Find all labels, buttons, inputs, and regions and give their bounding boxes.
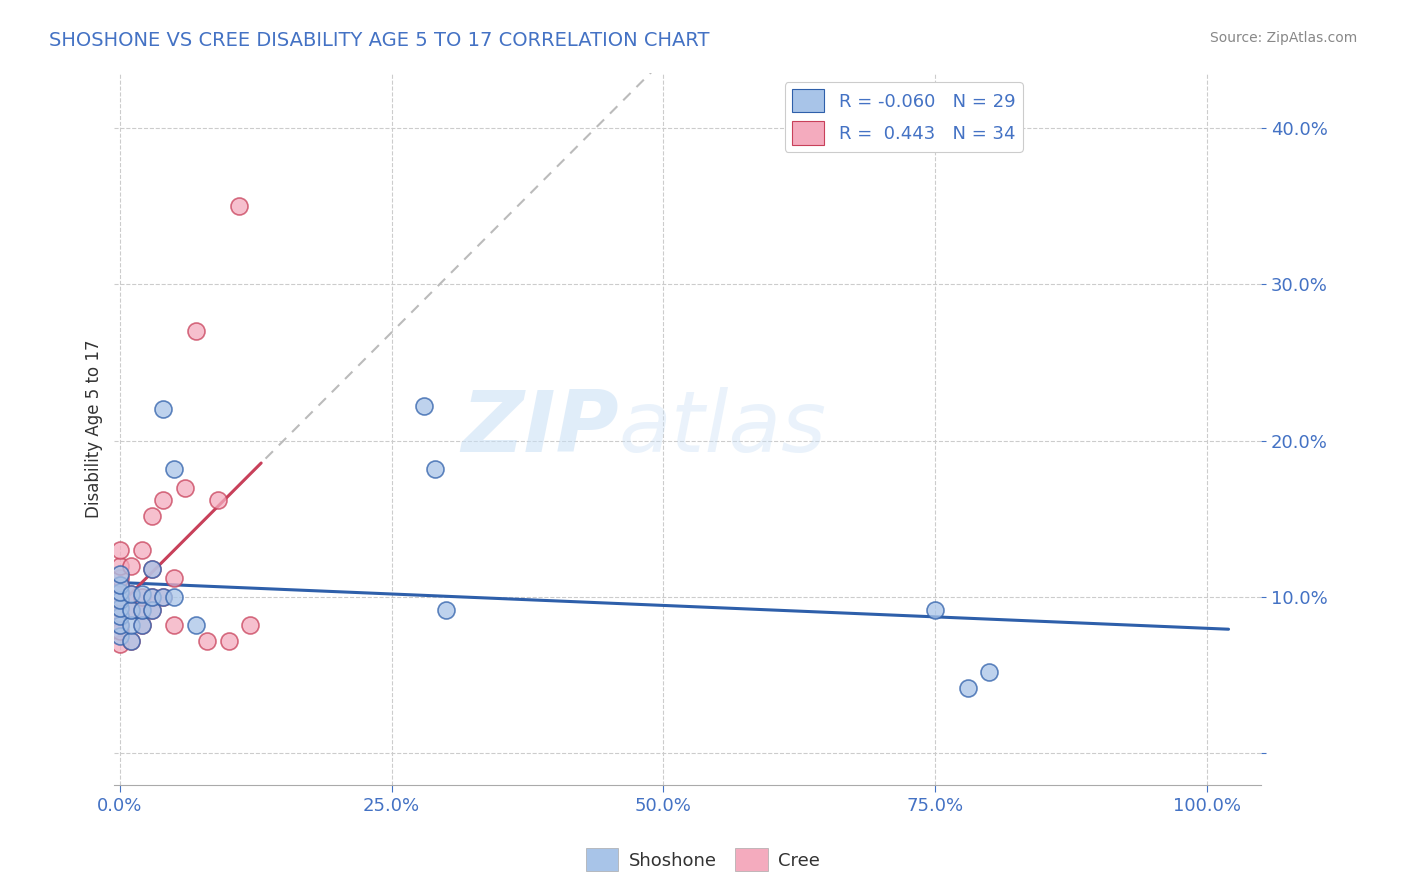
Point [141,508,163,523]
Point [108,558,131,573]
Point [120,602,142,616]
Point [131,618,153,632]
Point [218,633,240,648]
Point [979,665,1001,680]
Point [141,602,163,616]
Point [108,601,131,615]
Point [956,681,979,695]
Point [108,637,131,651]
Point [120,633,142,648]
Point [152,590,174,604]
Point [108,571,131,585]
Text: atlas: atlas [619,387,827,470]
Point [120,602,142,616]
Point [120,587,142,601]
Point [108,629,131,643]
Point [108,608,131,623]
Point [131,602,153,616]
Point [141,602,163,616]
Point [120,558,142,573]
Point [239,618,262,632]
Point [423,462,446,476]
Point [413,399,436,413]
Point [434,602,457,616]
Point [141,562,163,576]
Point [108,593,131,607]
Point [120,633,142,648]
Point [141,590,163,604]
Point [207,493,229,508]
Point [152,402,174,417]
Point [120,618,142,632]
Point [108,577,131,591]
Point [108,618,131,632]
Point [131,618,153,632]
Text: SHOSHONE VS CREE DISABILITY AGE 5 TO 17 CORRELATION CHART: SHOSHONE VS CREE DISABILITY AGE 5 TO 17 … [49,31,710,50]
Legend: Shoshone, Cree: Shoshone, Cree [578,841,828,879]
Text: Source: ZipAtlas.com: Source: ZipAtlas.com [1209,31,1357,45]
Point [184,618,207,632]
Point [108,593,131,607]
Point [163,590,186,604]
Point [108,618,131,632]
Point [163,462,186,476]
Point [195,633,218,648]
Point [163,571,186,585]
Point [108,606,131,620]
Point [108,577,131,591]
Point [131,602,153,616]
Point [152,493,174,508]
Point [174,481,197,495]
Point [108,566,131,581]
Point [184,324,207,338]
Point [131,587,153,601]
Point [141,590,163,604]
Point [108,590,131,604]
Point [924,602,946,616]
Point [141,562,163,576]
Y-axis label: Disability Age 5 to 17: Disability Age 5 to 17 [86,340,103,518]
Point [228,199,250,213]
Point [108,543,131,558]
Point [131,543,153,558]
Point [108,601,131,615]
Point [163,618,186,632]
Legend: R = -0.060   N = 29, R =  0.443   N = 34: R = -0.060 N = 29, R = 0.443 N = 34 [785,82,1022,152]
Point [120,587,142,601]
Text: ZIP: ZIP [461,387,619,470]
Point [108,585,131,599]
Point [152,590,174,604]
Point [108,624,131,639]
Point [131,590,153,604]
